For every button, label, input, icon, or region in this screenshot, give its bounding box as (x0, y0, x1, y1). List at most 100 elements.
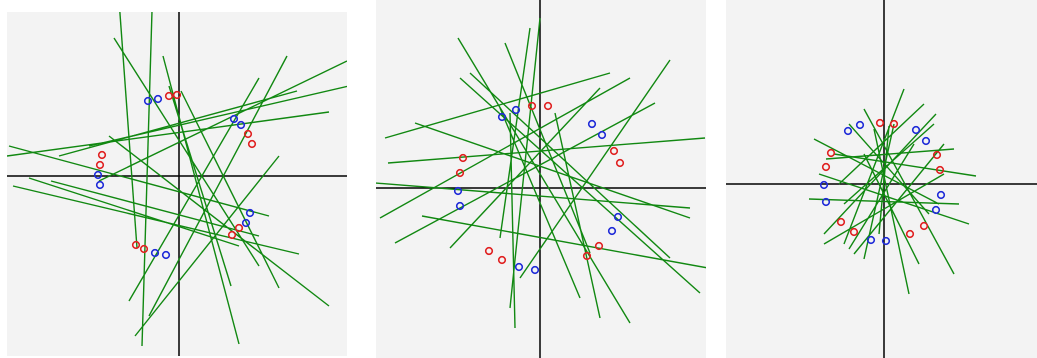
red-marker (497, 255, 507, 265)
red-marker (243, 129, 253, 139)
plot-content (726, 0, 1037, 358)
red-marker (484, 246, 494, 256)
plot-background (376, 0, 706, 358)
blue-marker (453, 186, 463, 196)
line-segment (843, 123, 935, 205)
red-marker (905, 229, 915, 239)
line-segment (88, 85, 347, 147)
red-marker (836, 217, 846, 227)
line-segment (838, 103, 925, 185)
red-marker (234, 223, 244, 233)
red-marker (227, 230, 237, 240)
plot-area (726, 0, 1037, 358)
line-segment (808, 198, 960, 205)
line-segment (119, 12, 138, 249)
line-segment (134, 155, 280, 337)
blue-marker (866, 235, 876, 245)
line-segment (499, 27, 531, 239)
line-segment (108, 135, 330, 307)
plot-content (376, 0, 706, 358)
line-segment (863, 153, 920, 265)
plot-area (7, 12, 347, 356)
blue-marker (497, 112, 507, 122)
blue-marker (607, 226, 617, 236)
line-segment (509, 112, 516, 329)
diagram-canvas-1 (7, 12, 347, 356)
line-segment (825, 148, 955, 160)
blue-marker (613, 212, 623, 222)
line-segment (376, 182, 691, 209)
red-marker (932, 150, 942, 160)
diagram-canvas-3 (726, 0, 1037, 358)
blue-marker (150, 248, 160, 258)
line-segment (813, 138, 940, 205)
line-segment (113, 37, 260, 267)
red-marker (582, 251, 592, 261)
blue-marker (236, 120, 246, 130)
blue-marker (229, 114, 239, 124)
red-marker (935, 165, 945, 175)
line-segment (414, 122, 691, 219)
blue-marker (93, 170, 103, 180)
line-segment (148, 55, 288, 317)
blue-marker (530, 265, 540, 275)
line-segment (421, 215, 706, 269)
blue-marker (911, 125, 921, 135)
blue-marker (843, 126, 853, 136)
blue-marker (241, 218, 251, 228)
red-marker (594, 241, 604, 251)
red-marker (172, 90, 182, 100)
line-segment (387, 137, 706, 164)
blue-marker (587, 119, 597, 129)
blue-marker (855, 120, 865, 130)
blue-marker (597, 130, 607, 140)
line-segment (449, 87, 601, 249)
line-segment (848, 143, 915, 250)
line-segment (128, 77, 260, 302)
blue-marker (819, 180, 829, 190)
blue-marker (936, 190, 946, 200)
blue-marker (245, 208, 255, 218)
line-segment (823, 173, 945, 245)
red-marker (919, 221, 929, 231)
line-segment (843, 88, 905, 245)
line-segment (50, 180, 260, 237)
blue-marker (821, 197, 831, 207)
red-marker (97, 150, 107, 160)
red-marker (95, 160, 105, 170)
line-segment (519, 59, 671, 279)
line-segment (833, 153, 977, 177)
line-segment (141, 12, 153, 347)
red-marker (875, 118, 885, 128)
blue-marker (455, 201, 465, 211)
blue-marker (511, 105, 521, 115)
blue-marker (931, 205, 941, 215)
red-marker (826, 148, 836, 158)
line-segment (28, 177, 240, 247)
diagram-panel-1 (7, 0, 355, 358)
line-segment (823, 113, 937, 235)
line-segment (818, 173, 970, 225)
plot-background (7, 12, 347, 356)
line-segment (12, 185, 300, 255)
line-segment (848, 123, 930, 215)
red-marker (527, 101, 537, 111)
line-segment (469, 72, 671, 259)
line-segment (499, 107, 581, 299)
red-marker (458, 153, 468, 163)
line-segment (8, 145, 270, 217)
line-segment (878, 125, 890, 235)
line-segment (504, 42, 591, 254)
line-segment (168, 85, 232, 287)
red-marker (849, 227, 859, 237)
red-marker (139, 244, 149, 254)
line-segment (873, 128, 910, 295)
line-segment (384, 72, 611, 139)
blue-marker (921, 136, 931, 146)
diagram-panel-2 (376, 0, 724, 358)
diagram-panel-3 (726, 0, 1037, 358)
red-marker (164, 91, 174, 101)
line-segment (58, 90, 298, 157)
plot-content (7, 12, 347, 356)
blue-marker (881, 236, 891, 246)
